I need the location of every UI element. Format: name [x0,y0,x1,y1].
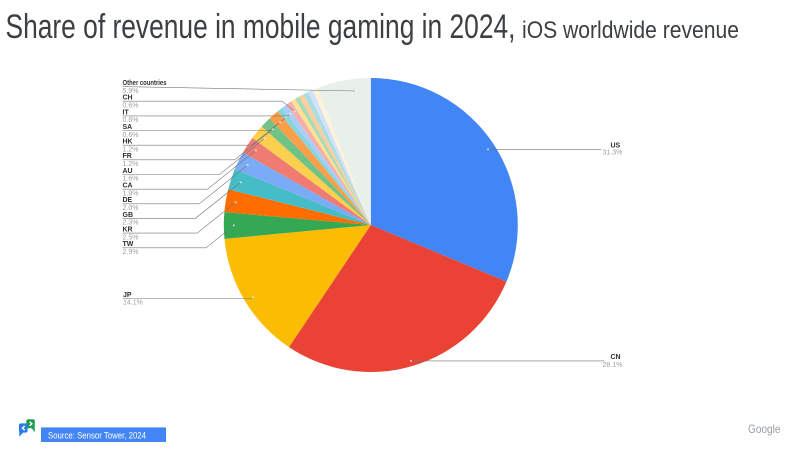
svg-text:1.6%: 1.6% [123,176,139,183]
svg-text:28.1%: 28.1% [603,362,623,369]
svg-text:CA: CA [123,183,133,190]
svg-text:Share of revenue in mobile gam: Share of revenue in mobile gaming in 202… [6,8,516,46]
svg-text:US: US [611,143,621,150]
svg-text:JP: JP [123,292,132,299]
svg-text:1.2%: 1.2% [123,161,139,168]
svg-text:Google: Google [748,422,781,436]
svg-text:Other countries: Other countries [123,80,167,87]
svg-text:TW: TW [123,241,134,248]
svg-text:2.0%: 2.0% [123,205,139,212]
svg-text:CH: CH [123,95,133,102]
svg-text:IT: IT [123,109,130,116]
svg-text:5.9%: 5.9% [123,88,139,95]
svg-text:FR: FR [123,153,132,160]
svg-text:14.1%: 14.1% [123,300,143,307]
svg-text:Source: Sensor Tower, 2024: Source: Sensor Tower, 2024 [48,430,146,440]
svg-text:0.6%: 0.6% [123,117,139,124]
svg-text:2.5%: 2.5% [123,234,139,241]
svg-text:GB: GB [123,212,134,219]
svg-text:2.3%: 2.3% [123,220,139,227]
svg-text:CN: CN [611,354,621,361]
svg-text:AU: AU [123,168,133,175]
svg-text:0.6%: 0.6% [123,103,139,110]
svg-text:2.9%: 2.9% [123,249,139,256]
svg-text:iOS worldwide revenue: iOS worldwide revenue [522,17,739,44]
svg-text:DE: DE [123,197,133,204]
svg-text:SA: SA [123,124,133,131]
svg-text:1.9%: 1.9% [123,190,139,197]
svg-text:0.6%: 0.6% [123,132,139,139]
svg-text:1.2%: 1.2% [123,146,139,153]
svg-text:31.3%: 31.3% [603,150,623,157]
svg-text:HK: HK [123,139,133,146]
svg-text:KR: KR [123,227,133,234]
